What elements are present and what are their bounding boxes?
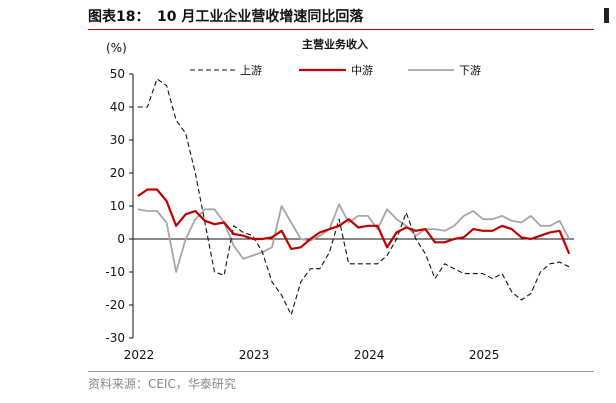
legend-label-0: 上游 (240, 64, 262, 77)
legend-label-1: 中游 (351, 64, 373, 77)
y-tick-label: 10 (110, 199, 125, 213)
figure-label: 图表18： (88, 9, 150, 25)
y-tick-label: 50 (110, 67, 125, 81)
header-rule (88, 29, 594, 30)
chart-title: 主营业务收入 (302, 37, 368, 51)
x-tick-label: 2022 (124, 348, 155, 362)
y-tick-label: 0 (117, 232, 125, 246)
y-tick-label: 40 (110, 100, 125, 114)
series-line-1 (137, 188, 571, 255)
source-note: 资料来源：CEIC，华泰研究 (88, 377, 236, 391)
y-tick-label: -10 (105, 265, 125, 279)
y-tick-label: -20 (105, 298, 125, 312)
y-axis-unit: (%) (106, 41, 127, 55)
figure-header: 图表18： 10 月工业企业营收增速同比回落 (0, 0, 616, 30)
series-line-0 (137, 78, 570, 316)
legend-label-2: 下游 (459, 64, 481, 77)
x-tick-label: 2023 (239, 348, 270, 362)
x-tick-label: 2025 (469, 348, 500, 362)
y-tick-label: -30 (105, 331, 125, 345)
page-edge-mark (604, 8, 609, 23)
y-tick-label: 30 (110, 133, 125, 147)
x-tick-label: 2024 (354, 348, 385, 362)
series-line-2 (137, 203, 570, 273)
figure-title: 10 月工业企业营收增速同比回落 (157, 9, 364, 25)
source-rule (88, 371, 594, 372)
y-tick-label: 20 (110, 166, 125, 180)
